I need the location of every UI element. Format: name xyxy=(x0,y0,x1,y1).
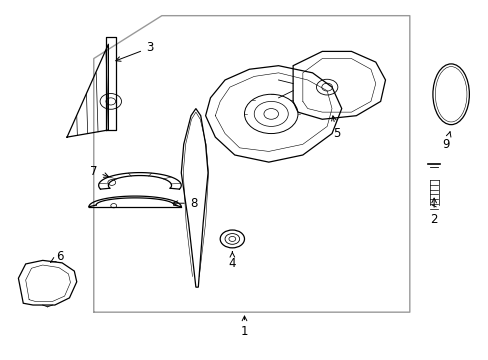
Text: 3: 3 xyxy=(116,41,153,61)
Text: 6: 6 xyxy=(51,250,63,263)
Text: 4: 4 xyxy=(228,252,236,270)
Text: 2: 2 xyxy=(429,198,437,226)
Text: 7: 7 xyxy=(90,165,108,177)
Text: 1: 1 xyxy=(240,316,248,338)
Text: 9: 9 xyxy=(442,132,450,151)
Text: 8: 8 xyxy=(173,197,197,210)
Text: 5: 5 xyxy=(331,116,340,140)
